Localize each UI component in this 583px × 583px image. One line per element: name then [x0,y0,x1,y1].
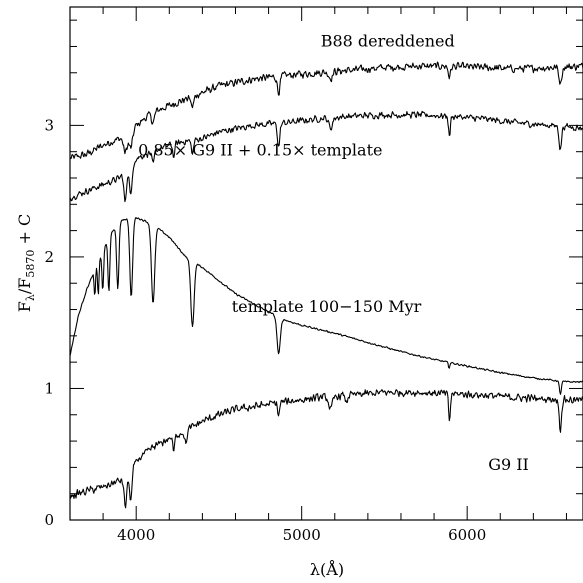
x-tick-label: 5000 [283,526,321,544]
series-line-b88-dereddened [69,61,583,160]
series-label-template-100-150-myr: template 100−150 Myr [232,297,422,316]
series-labels: B88 dereddened 0.85× G9 II + 0.15× templa… [138,31,529,474]
tick-labels: 4000 5000 6000 0 1 2 3 [44,116,486,544]
y-tick-label: 2 [44,248,54,266]
series-line-0-85-g9-ii-0-15-template [69,110,583,203]
y-axis-label: Fλ/F5870 + C [15,214,37,312]
y-tick-label: 3 [44,116,54,134]
series-label-g9-ii: G9 II [488,455,529,474]
series-line-g9-ii [69,389,583,509]
spectra-series [69,61,583,509]
series-label-0-85-g9-ii-0-15-template: 0.85× G9 II + 0.15× template [138,141,382,160]
series-label-b88-dereddened: B88 dereddened [321,31,455,50]
y-tick-label: 1 [44,379,54,397]
x-tick-label: 6000 [448,526,486,544]
x-tick-label: 4000 [117,526,155,544]
x-axis-label: λ(Å) [310,559,344,579]
axis-ticks [69,7,583,521]
series-line-template-100-150-myr [69,217,583,395]
plot-frame [69,6,583,521]
y-tick-label: 0 [44,511,54,529]
